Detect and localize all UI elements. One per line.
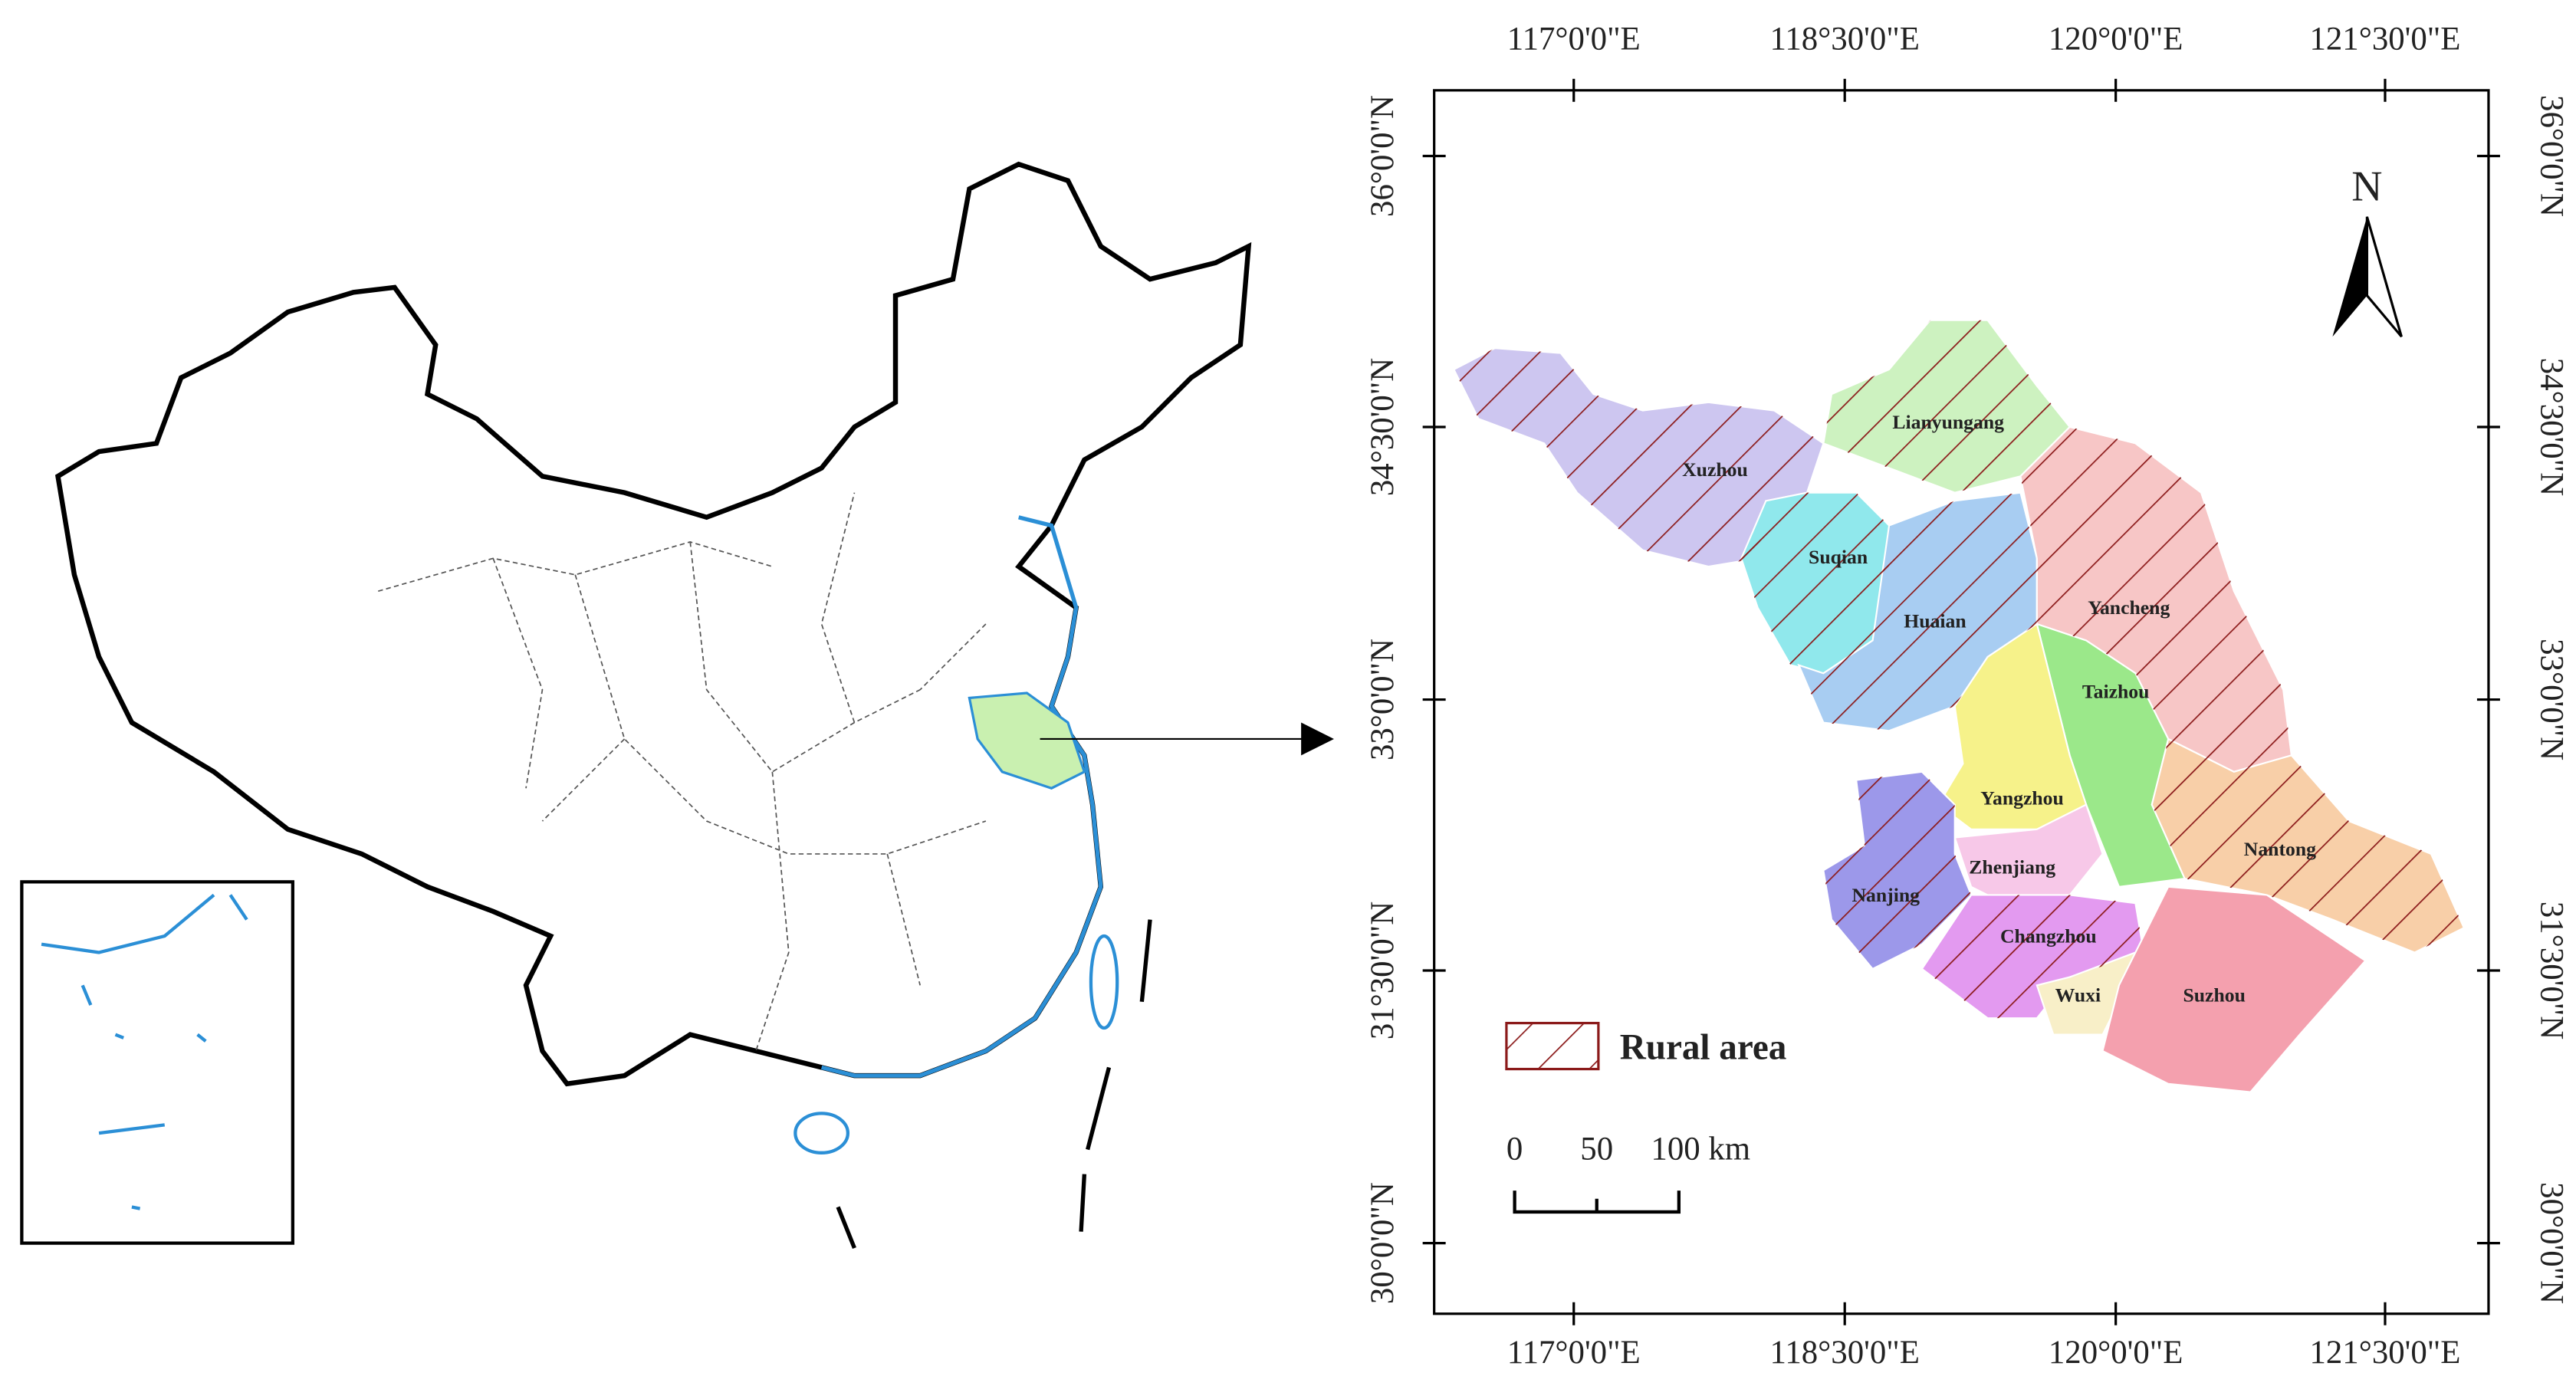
city-label: Zhenjiang xyxy=(1969,856,2055,879)
city-label: Lianyungang xyxy=(1892,411,2004,433)
scale-label: 100 km xyxy=(1651,1131,1750,1167)
city-label: Suqian xyxy=(1809,546,1868,568)
city-label: Huaian xyxy=(1904,609,1966,632)
lon-label: 118°30'0"E xyxy=(1770,21,1920,57)
north-arrow: N xyxy=(2332,163,2403,338)
lat-label: 33°0'0"N xyxy=(2533,639,2569,760)
city-label: Nanjing xyxy=(1852,884,1920,906)
city-label: Changzhou xyxy=(2000,925,2097,948)
boundary-dashes xyxy=(836,919,1152,1250)
jiangsu-regions xyxy=(1452,319,2466,1093)
inset-box xyxy=(20,880,294,1245)
lat-label: 34°30'0"N xyxy=(1365,358,1401,496)
lon-label: 121°30'0"E xyxy=(2309,1335,2460,1371)
lat-label: 34°30'0"N xyxy=(2533,358,2569,496)
north-label: N xyxy=(2351,163,2382,210)
city-label: Yangzhou xyxy=(1980,787,2064,810)
graticule: 117°0'0"E 118°30'0"E 120°0'0"E 121°30'0"… xyxy=(1365,21,2569,1371)
city-labels: Lianyungang Xuzhou Suqian Huaian Yanchen… xyxy=(1682,411,2316,1007)
lat-label: 33°0'0"N xyxy=(1365,639,1401,760)
jiangsu-highlight xyxy=(968,691,1086,790)
north-arrow-right xyxy=(2365,216,2403,338)
coastline xyxy=(820,515,1103,1078)
lon-label: 118°30'0"E xyxy=(1770,1335,1920,1371)
rural-hatching xyxy=(1454,320,2464,1019)
lat-label: 30°0'0"N xyxy=(1365,1182,1401,1304)
legend: Rural area xyxy=(1505,1021,1787,1071)
lon-label: 117°0'0"E xyxy=(1507,21,1641,57)
china-map xyxy=(20,161,1334,1250)
province-lines xyxy=(377,492,987,1052)
city-label: Suzhou xyxy=(2183,984,2245,1007)
lat-label: 36°0'0"N xyxy=(1365,95,1401,217)
scale-line xyxy=(1513,1191,1681,1214)
taiwan xyxy=(1089,934,1119,1030)
inset-islands xyxy=(41,893,248,1210)
scale-bar: 0 50 100 km xyxy=(1506,1131,1750,1214)
legend-swatch xyxy=(1505,1021,1600,1071)
lat-label: 31°30'0"N xyxy=(2533,902,2569,1040)
city-label: Xuzhou xyxy=(1682,458,1748,481)
china-outline xyxy=(54,161,1252,1087)
lon-label: 120°0'0"E xyxy=(2049,21,2183,57)
city-label: Yancheng xyxy=(2088,596,2170,619)
city-label: Taizhou xyxy=(2082,680,2150,702)
region-suzhou xyxy=(2101,885,2367,1093)
lat-label: 30°0'0"N xyxy=(2533,1182,2569,1304)
hainan xyxy=(794,1112,850,1154)
lon-label: 121°30'0"E xyxy=(2309,21,2460,57)
lon-label: 117°0'0"E xyxy=(1507,1335,1641,1371)
scale-label: 0 xyxy=(1506,1131,1523,1167)
city-label: Nantong xyxy=(2244,838,2316,860)
lat-label: 31°30'0"N xyxy=(1365,902,1401,1040)
scale-label: 50 xyxy=(1580,1131,1613,1167)
legend-label: Rural area xyxy=(1620,1028,1787,1068)
lat-label: 36°0'0"N xyxy=(2533,95,2569,217)
city-label: Wuxi xyxy=(2055,984,2101,1007)
arrow-head xyxy=(1301,722,1334,756)
lon-label: 120°0'0"E xyxy=(2049,1335,2183,1371)
region-zhenjiang xyxy=(1953,803,2104,905)
